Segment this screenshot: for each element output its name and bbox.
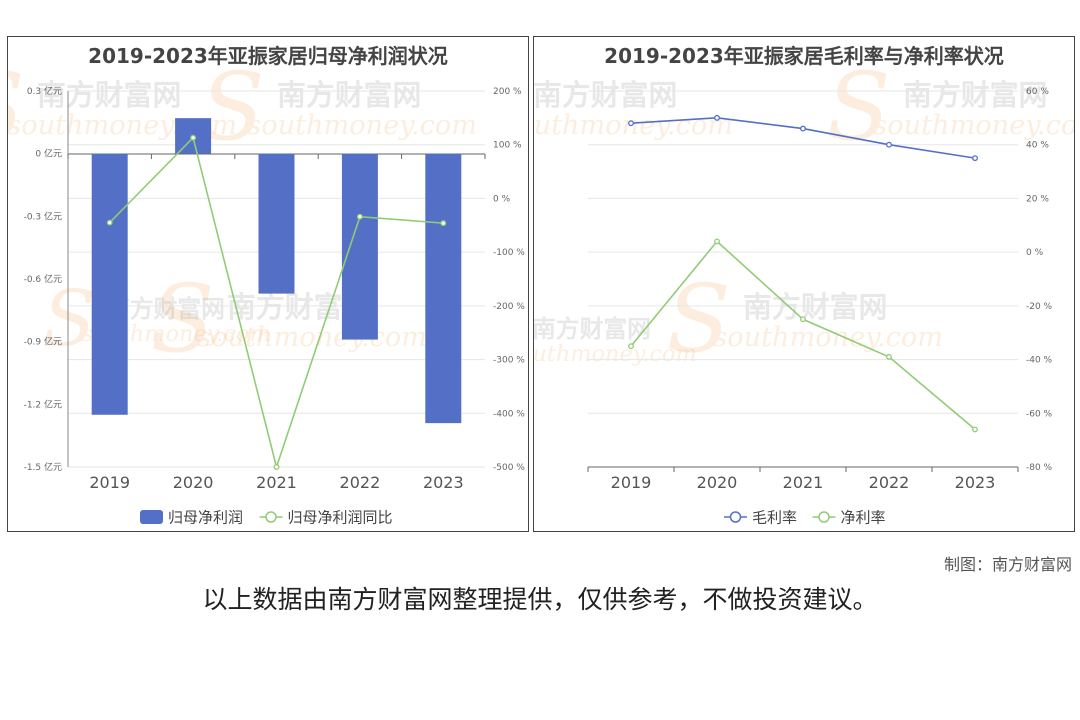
point-1-2022 — [356, 213, 363, 220]
x-tick-label: 2020 — [173, 473, 214, 492]
legend-swatch-marker — [818, 511, 830, 523]
watermark-text-en: southmoney.com — [534, 110, 733, 141]
point-1-2023 — [972, 426, 978, 433]
watermark-logo-s: S — [8, 53, 25, 162]
y-right-tick-label: 100 % — [493, 141, 522, 151]
x-tick-label: 2021 — [256, 473, 297, 492]
point-1-2021 — [800, 316, 806, 323]
y-right-tick-label: 20 % — [1026, 194, 1049, 204]
y-right-tick-label: -300 % — [493, 356, 525, 366]
x-tick-label: 2021 — [783, 473, 824, 492]
point-1-2020 — [190, 134, 197, 141]
y-left-tick-label: -1.2 亿元 — [24, 398, 62, 410]
y-right-tick-label: -100 % — [493, 248, 525, 258]
y-left-tick-label: -1.5 亿元 — [24, 461, 62, 473]
point-1-2021 — [273, 464, 280, 470]
bar-2022 — [341, 153, 378, 340]
x-tick-label: 2022 — [340, 473, 381, 492]
y-right-tick-label: -80 % — [1026, 463, 1053, 473]
watermark-logo-s: S — [201, 53, 265, 162]
watermark-text-cn: 南方财富网 — [534, 78, 677, 112]
y-left-tick-label: -0.9 亿元 — [24, 336, 62, 348]
right-chart-panel: 2019-2023年亚振家居毛利率与净利率状况 S南方财富网southmoney… — [533, 36, 1075, 532]
legend-label: 归母净利润 — [168, 509, 243, 527]
x-tick-label: 2023 — [955, 473, 996, 492]
watermark-text-en: southmoney.com — [534, 341, 697, 367]
legend-swatch-marker — [265, 511, 277, 523]
y-right-tick-label: -500 % — [493, 463, 525, 473]
y-right-tick-label: 200 % — [493, 87, 522, 97]
y-right-tick-label: 0 % — [493, 194, 511, 204]
point-1-2020 — [714, 238, 720, 245]
legend-swatch-bar — [140, 510, 163, 524]
right-chart-svg: S南方财富网southmoney.comS南方财富网southmoney.com… — [534, 53, 1075, 527]
y-right-tick-label: -200 % — [493, 302, 525, 312]
left-chart-panel: 2019-2023年亚振家居归母净利润状况 S南方财富网southmoney.c… — [7, 36, 529, 532]
x-tick-label: 2019 — [89, 473, 130, 492]
watermark-text-cn: 南方财富网 — [37, 78, 181, 112]
point-0-2020 — [714, 114, 720, 121]
y-right-tick-label: -40 % — [1026, 356, 1053, 366]
watermark-logo-s: S — [667, 265, 731, 374]
watermark-logo-s: S — [43, 275, 96, 364]
bar-2019 — [91, 153, 128, 415]
legend-label: 毛利率 — [752, 509, 797, 527]
point-0-2022 — [886, 141, 892, 148]
left-chart-svg: S南方财富网southmoney.comS南方财富网southmoney.com… — [8, 53, 525, 527]
x-tick-label: 2019 — [611, 473, 652, 492]
legend-label: 归母净利润同比 — [288, 509, 393, 527]
y-right-tick-label: 60 % — [1026, 87, 1049, 97]
disclaimer-text: 以上数据由南方财富网整理提供，仅供参考，不做投资建议。 — [202, 585, 878, 614]
point-0-2019 — [628, 120, 634, 127]
legend-swatch-marker — [729, 511, 742, 523]
point-0-2023 — [972, 155, 978, 162]
bar-2021 — [258, 153, 295, 294]
x-tick-label: 2020 — [697, 473, 738, 492]
watermark-text-cn: 南方财富网 — [277, 78, 421, 112]
y-right-tick-label: -20 % — [1026, 302, 1053, 312]
y-left-tick-label: -0.3 亿元 — [24, 210, 62, 222]
x-tick-label: 2022 — [869, 473, 910, 492]
watermark-text-cn: 南方财富网 — [743, 290, 887, 324]
y-right-tick-label: -400 % — [493, 409, 525, 419]
point-1-2022 — [886, 353, 892, 360]
y-left-tick-label: 0 亿元 — [35, 148, 62, 160]
left-chart-title: 2019-2023年亚振家居归母净利润状况 — [88, 44, 448, 68]
right-chart-title: 2019-2023年亚振家居毛利率与净利率状况 — [604, 44, 1004, 68]
watermark-text-en: southmoney.com — [713, 322, 943, 353]
bar-2023 — [425, 153, 462, 424]
y-right-tick-label: -60 % — [1026, 409, 1053, 419]
watermark-text-en: southmoney.com — [197, 322, 427, 353]
watermark-text-en: southmoney.com — [247, 110, 477, 141]
y-left-tick-label: 0.3 亿元 — [27, 85, 62, 97]
watermark-text-cn: 南方财富网 — [903, 78, 1047, 112]
watermark-logo-s: S — [827, 53, 891, 162]
watermark-text-en: southmoney.com — [873, 110, 1074, 141]
chart-credit: 制图：南方财富网 — [943, 555, 1072, 574]
point-1-2019 — [628, 343, 634, 350]
point-1-2023 — [440, 220, 447, 227]
watermark-text-cn: 南方财富网 — [534, 315, 651, 343]
y-right-tick-label: 40 % — [1026, 141, 1049, 151]
x-tick-label: 2023 — [423, 473, 464, 492]
y-right-tick-label: 0 % — [1026, 248, 1044, 258]
y-left-tick-label: -0.6 亿元 — [24, 273, 62, 285]
point-1-2019 — [106, 219, 113, 226]
point-0-2021 — [800, 125, 806, 132]
watermark-logo-s: S — [151, 265, 215, 374]
legend-label: 净利率 — [841, 509, 886, 527]
